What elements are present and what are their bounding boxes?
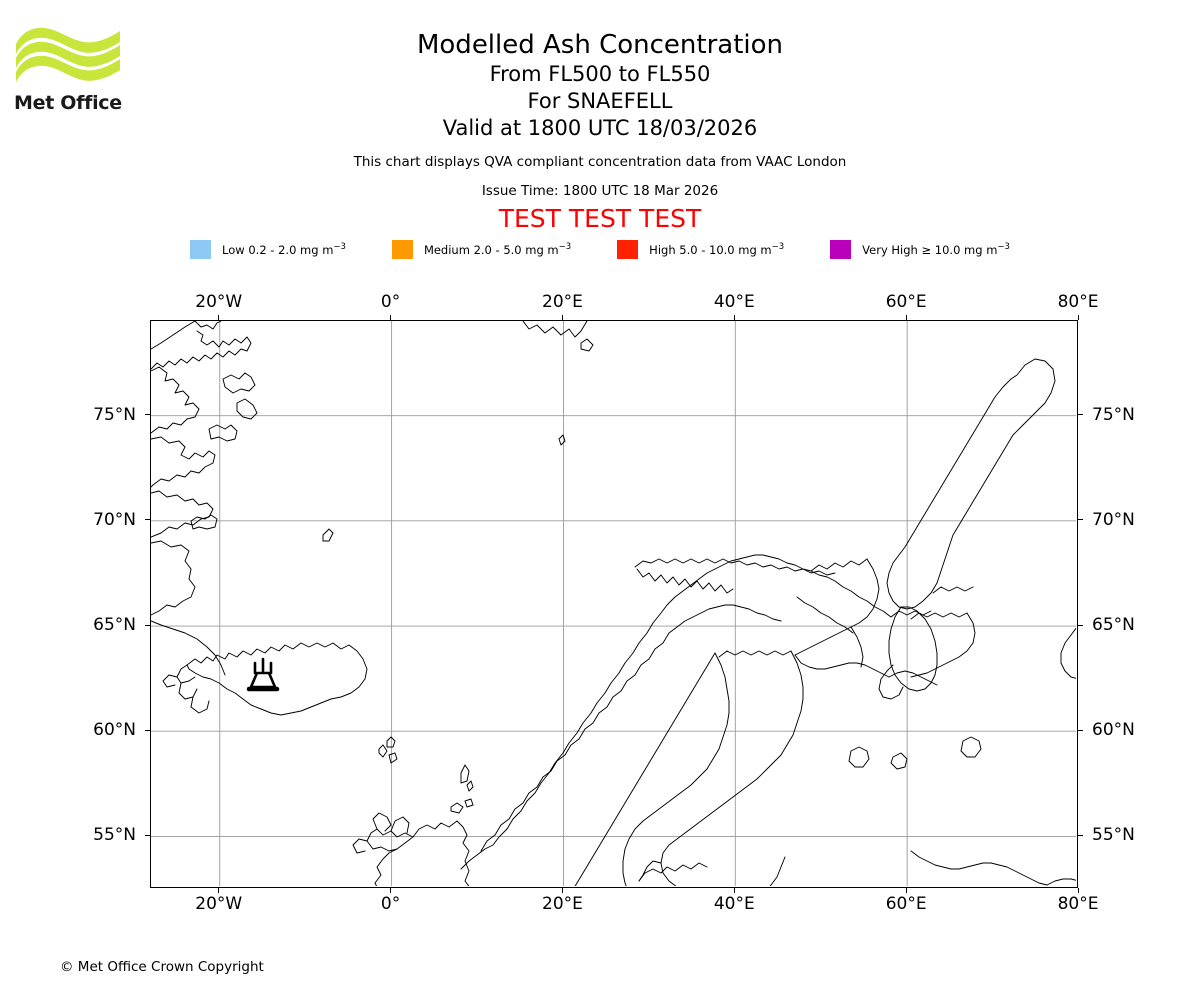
lon-tick-top-1 (390, 315, 392, 320)
page-title: Modelled Ash Concentration (416, 30, 784, 60)
lon-label-top-1: 0° (380, 292, 401, 312)
legend-label-very-high: Very High ≥ 10.0 mg m−3 (862, 242, 1010, 257)
flight-level-range: From FL500 to FL550 (489, 62, 711, 86)
copyright-notice: © Met Office Crown Copyright (60, 959, 264, 975)
lat-tick-right-1 (1078, 729, 1083, 731)
lat-label-right-2: 65°N (1092, 615, 1135, 636)
lon-tick-top-3 (733, 315, 735, 320)
lon-label-bottom-0: 20°W (195, 894, 243, 914)
lon-tick-bottom-0 (218, 888, 220, 893)
lon-tick-bottom-2 (561, 888, 563, 893)
legend-item-medium: Medium 2.0 - 5.0 mg m−3 (391, 240, 572, 259)
map-container: 20°W 20°W 0° 0° 20°E 20°E 40°E 40°E 60°E 60°E 80°E… (93, 292, 1135, 914)
legend-label-medium: Medium 2.0 - 5.0 mg m−3 (423, 242, 572, 257)
legend-label-high: High 5.0 - 10.0 mg m−3 (649, 242, 785, 257)
lon-tick-bottom-5 (1077, 888, 1079, 893)
lon-label-bottom-3: 40°E (713, 894, 755, 914)
map-gridlines (151, 321, 1076, 886)
lon-label-top-2: 20°E (542, 292, 583, 312)
legend-item-low: Low 0.2 - 2.0 mg m−3 (190, 240, 346, 259)
lon-label-top-0: 20°W (195, 292, 243, 312)
lat-label-right-0: 55°N (1092, 825, 1135, 846)
legend-swatch-medium (391, 240, 413, 259)
legend-label-low: Low 0.2 - 2.0 mg m−3 (222, 242, 346, 257)
volcano-name: For SNAEFELL (527, 89, 673, 113)
lat-tick-left-0 (145, 834, 150, 836)
lat-tick-right-4 (1078, 414, 1083, 416)
met-office-logo-text: Met Office (14, 92, 122, 114)
lon-label-bottom-5: 80°E (1057, 894, 1099, 914)
issue-time: Issue Time: 1800 UTC 18 Mar 2026 (481, 183, 719, 199)
lon-tick-bottom-4 (905, 888, 907, 893)
lat-label-left-0: 55°N (93, 825, 136, 846)
lat-tick-left-2 (145, 624, 150, 626)
met-office-wave-icon (16, 27, 120, 82)
lon-tick-bottom-3 (733, 888, 735, 893)
lon-tick-top-2 (561, 315, 563, 320)
valid-time: Valid at 1800 UTC 18/03/2026 (442, 116, 758, 140)
lat-tick-right-2 (1078, 624, 1083, 626)
lat-label-right-1: 60°N (1092, 720, 1135, 741)
lon-tick-top-4 (905, 315, 907, 320)
concentration-legend: Low 0.2 - 2.0 mg m−3 Medium 2.0 - 5.0 mg… (0, 240, 1200, 259)
lon-label-top-5: 80°E (1057, 292, 1099, 312)
legend-swatch-very-high (830, 240, 852, 259)
lon-label-top-3: 40°E (713, 292, 755, 312)
met-office-logo: Met Office (14, 22, 134, 117)
lat-tick-left-3 (145, 519, 150, 521)
legend-swatch-low (190, 240, 212, 259)
lat-tick-left-1 (145, 729, 150, 731)
lat-tick-right-0 (1078, 834, 1083, 836)
map-plot-frame[interactable] (150, 320, 1078, 888)
legend-item-high: High 5.0 - 10.0 mg m−3 (617, 240, 784, 259)
lat-tick-right-3 (1078, 519, 1083, 521)
lat-tick-left-4 (145, 414, 150, 416)
lat-label-left-4: 75°N (93, 404, 136, 425)
lat-label-right-3: 70°N (1092, 509, 1135, 530)
lon-label-top-4: 60°E (885, 292, 927, 312)
title-block: Modelled Ash Concentration From FL500 to… (0, 0, 1200, 234)
lon-tick-bottom-1 (390, 888, 392, 893)
lon-label-bottom-2: 20°E (542, 894, 583, 914)
volcano-marker-snaefell[interactable] (246, 657, 280, 692)
test-banner: TEST TEST TEST (498, 204, 702, 233)
legend-item-very-high: Very High ≥ 10.0 mg m−3 (830, 240, 1010, 259)
coastlines (151, 321, 1076, 886)
legend-swatch-high (617, 240, 639, 259)
lat-label-left-3: 70°N (93, 509, 136, 530)
lat-label-left-2: 65°N (93, 615, 136, 636)
lat-label-left-1: 60°N (93, 720, 136, 741)
lon-label-bottom-4: 60°E (885, 894, 927, 914)
lon-label-bottom-1: 0° (380, 894, 401, 914)
map-svg (151, 321, 1076, 886)
lat-label-right-4: 75°N (1092, 404, 1135, 425)
lon-tick-top-0 (218, 315, 220, 320)
qva-note: This chart displays QVA compliant concen… (353, 154, 847, 170)
lon-tick-top-5 (1077, 315, 1079, 320)
